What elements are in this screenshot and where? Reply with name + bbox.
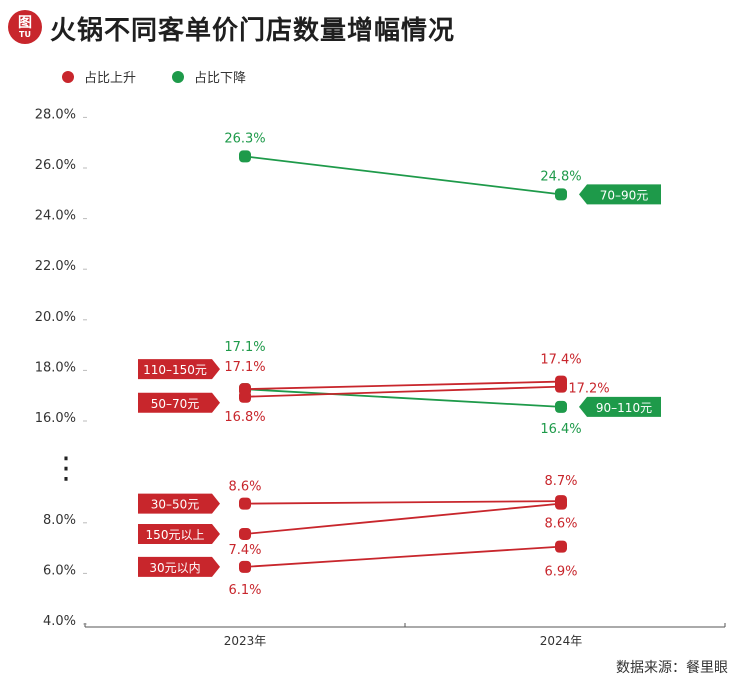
y-tick-label: 8.0% bbox=[43, 513, 76, 528]
data-point bbox=[239, 527, 251, 540]
data-label: 24.8% bbox=[540, 169, 581, 184]
data-label: 8.7% bbox=[544, 474, 577, 489]
data-label: 26.3% bbox=[224, 131, 265, 146]
legend-item-down: 占比下降 bbox=[172, 67, 246, 86]
data-label: 17.2% bbox=[568, 382, 609, 397]
data-label: 17.1% bbox=[224, 340, 265, 355]
page-title: 火锅不同客单价门店数量增幅情况 bbox=[50, 16, 456, 46]
series-tag-label: 70–90元 bbox=[600, 188, 649, 202]
series-tag bbox=[138, 359, 220, 380]
series-tag bbox=[579, 184, 661, 205]
series-line bbox=[244, 380, 562, 391]
series-tag-label: 110–150元 bbox=[143, 363, 207, 377]
data-point bbox=[555, 497, 567, 510]
data-point bbox=[239, 150, 251, 163]
data-point bbox=[555, 380, 567, 393]
series-tag bbox=[138, 523, 220, 544]
series-line bbox=[244, 500, 562, 505]
y-tick-label: 24.0% bbox=[35, 209, 76, 224]
legend-label-down: 占比下降 bbox=[194, 71, 247, 86]
series-tag-label: 150元以上 bbox=[146, 528, 205, 542]
x-tick-label: 2024年 bbox=[540, 634, 583, 648]
data-label: 6.9% bbox=[544, 565, 577, 580]
data-point bbox=[555, 540, 567, 553]
series-line bbox=[244, 388, 562, 408]
series-tag bbox=[138, 392, 220, 413]
data-point bbox=[555, 188, 567, 201]
data-label: 6.1% bbox=[228, 583, 261, 598]
y-tick-label: 18.0% bbox=[35, 360, 76, 375]
series-line bbox=[244, 385, 562, 398]
series-line bbox=[244, 545, 562, 568]
y-tick-label: 16.0% bbox=[35, 411, 76, 426]
data-label: 16.4% bbox=[540, 422, 581, 437]
data-label: 8.6% bbox=[544, 517, 577, 532]
series-tag-label: 30–50元 bbox=[151, 498, 200, 512]
series-tag-label: 50–70元 bbox=[151, 397, 200, 411]
axis-break-icon: ⋮ bbox=[51, 451, 81, 486]
series-tag-label: 30元以内 bbox=[149, 561, 200, 575]
series-line bbox=[244, 502, 562, 535]
legend-label-up: 占比上升 bbox=[84, 71, 137, 86]
series-tag bbox=[138, 556, 220, 577]
y-tick-label: 26.0% bbox=[35, 158, 76, 173]
series-line bbox=[244, 155, 562, 196]
y-tick-label: 22.0% bbox=[35, 259, 76, 274]
brand-logo: 图 TU bbox=[8, 10, 42, 44]
legend-item-up: 占比上升 bbox=[62, 67, 136, 86]
y-tick-label: 20.0% bbox=[35, 310, 76, 325]
series-tag-label: 90–110元 bbox=[596, 401, 652, 415]
logo-glyph: 图 bbox=[18, 14, 32, 31]
data-label: 17.1% bbox=[224, 360, 265, 375]
data-point bbox=[239, 390, 251, 403]
logo-sub: TU bbox=[19, 29, 31, 39]
data-label: 16.8% bbox=[224, 410, 265, 425]
data-source: 数据来源：餐里眼 bbox=[616, 660, 728, 676]
y-tick-label: 4.0% bbox=[43, 614, 76, 629]
series-tag bbox=[579, 396, 661, 417]
data-point bbox=[239, 497, 251, 510]
y-tick-label: 6.0% bbox=[43, 563, 76, 578]
legend-dot-down-icon bbox=[172, 70, 184, 83]
data-label: 7.4% bbox=[228, 543, 261, 558]
x-tick-label: 2023年 bbox=[224, 634, 267, 648]
data-point bbox=[239, 560, 251, 573]
series-tag bbox=[138, 493, 220, 514]
legend-dot-up-icon bbox=[62, 70, 74, 83]
y-tick-label: 28.0% bbox=[35, 107, 76, 122]
data-label: 8.6% bbox=[228, 480, 261, 495]
data-point bbox=[555, 400, 567, 413]
data-label: 17.4% bbox=[540, 353, 581, 368]
